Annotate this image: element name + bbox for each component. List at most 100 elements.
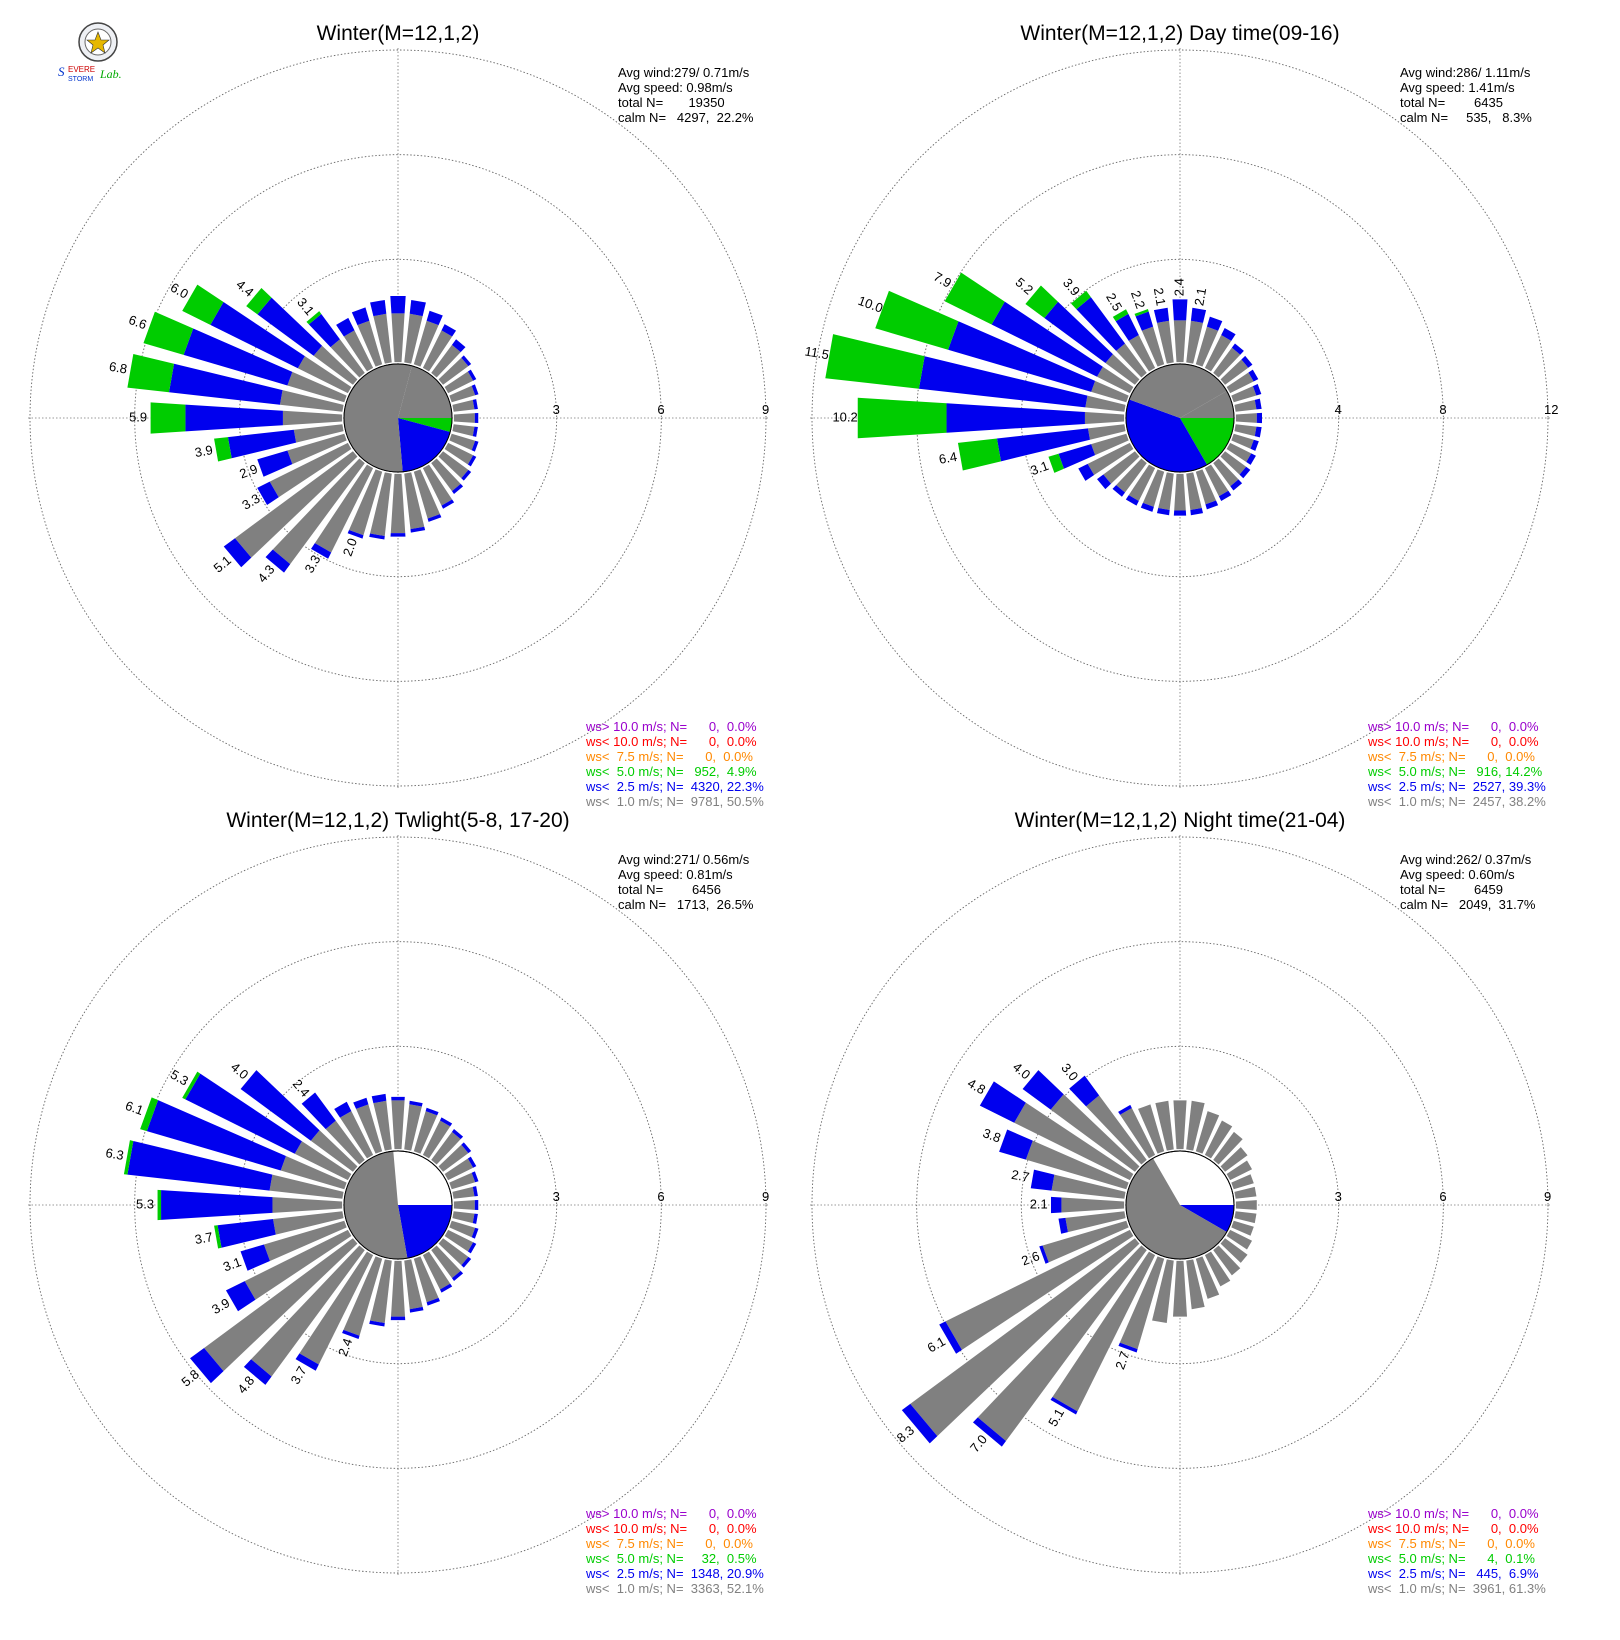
bar-segment [1246, 453, 1256, 465]
bar-segment [295, 1353, 319, 1371]
bar-segment [234, 451, 358, 558]
legend-entry: ws> 10.0 m/s; N= 0, 0.0% [585, 1506, 757, 1521]
ring-label: 9 [1544, 1189, 1551, 1204]
bar-segment [431, 1245, 461, 1279]
bar-label: 11.5 [804, 343, 831, 362]
bar-segment [204, 1238, 358, 1372]
legend-entry: ws< 10.0 m/s; N= 0, 0.0% [1367, 734, 1539, 749]
bar-label: 2.7 [1010, 1167, 1030, 1185]
calm-segment [1180, 1205, 1234, 1232]
bar-segment [185, 1073, 302, 1154]
bar-segment [330, 339, 365, 378]
bar-segment [1078, 463, 1095, 481]
bar-segment [452, 424, 475, 437]
calm-segment [343, 363, 412, 472]
bar-segment [1221, 328, 1236, 341]
bar-segment [461, 355, 472, 367]
bar-segment [343, 1256, 383, 1336]
bar-segment [409, 1306, 424, 1313]
calm-segment [343, 1151, 408, 1260]
bar-label: 3.1 [221, 1254, 243, 1274]
bar-segment [342, 1329, 360, 1340]
bar-segment [287, 433, 347, 465]
bar-segment [251, 1245, 365, 1377]
bar-segment [240, 1070, 320, 1141]
bar-segment [1118, 1104, 1132, 1115]
svg-text:Lab.: Lab. [99, 67, 122, 81]
bar-segment [474, 1199, 479, 1211]
bar-segment [441, 324, 457, 337]
calm-circle-outline [1125, 363, 1235, 473]
bar-segment [1153, 307, 1170, 323]
bar-segment [452, 399, 475, 412]
bar-segment [1234, 424, 1257, 437]
legend-entry: ws< 7.5 m/s; N= 0, 0.0% [1367, 1536, 1535, 1551]
bar-segment [356, 1104, 383, 1154]
bar-segment [273, 1211, 344, 1235]
bar-segment [472, 426, 478, 437]
ring-label: 6 [657, 1189, 664, 1204]
legend-entry: ws< 7.5 m/s; N= 0, 0.0% [585, 1536, 753, 1551]
severe-storm-lab-logo: S EVERE STORM Lab. [52, 22, 152, 84]
bar-segment [452, 1186, 475, 1199]
bar-segment [339, 1111, 374, 1159]
bar-label: 5.3 [136, 1196, 154, 1211]
bar-segment [404, 313, 423, 364]
bar-segment [227, 429, 297, 459]
bar-label: 5.9 [129, 409, 147, 424]
bar-segment [422, 1120, 451, 1159]
bar-segment [1172, 1260, 1188, 1317]
bar-segment [257, 481, 279, 505]
calm-segment [398, 1205, 452, 1259]
bar-segment [1234, 1186, 1257, 1199]
chart-title: Winter(M=12,1,2) [317, 22, 480, 45]
bar-segment [1186, 472, 1202, 511]
bar-label: 10.2 [832, 409, 857, 424]
bar-segment [1042, 1220, 1129, 1263]
bar-segment [1220, 1147, 1248, 1172]
stats-line: Avg speed: 0.81m/s [618, 867, 733, 882]
bar-segment [449, 1172, 476, 1190]
bar-label: 6.8 [108, 359, 128, 377]
bar-segment [183, 328, 293, 386]
legend-entry: ws< 10.0 m/s; N= 0, 0.0% [585, 734, 757, 749]
bar-segment [1128, 335, 1156, 372]
bar-segment [413, 469, 440, 519]
bar-segment [217, 1219, 276, 1248]
bar-segment [426, 310, 443, 326]
calm-circle-outline [343, 363, 453, 473]
bar-segment [471, 1227, 479, 1239]
bar-segment [422, 1251, 451, 1290]
bar-segment [299, 1251, 374, 1365]
bar-segment [946, 403, 1085, 433]
bar-label: 6.1 [123, 1098, 145, 1118]
bar-segment [1226, 372, 1254, 394]
bar-segment [373, 313, 392, 364]
bar-segment [240, 1244, 270, 1271]
bar-segment [257, 297, 323, 356]
bar-segment [1190, 307, 1207, 323]
bar-segment [1195, 1256, 1220, 1299]
bar-segment [427, 514, 442, 522]
bar-segment [349, 469, 383, 536]
bar-segment [910, 1238, 1140, 1437]
stats-line: Avg speed: 0.98m/s [618, 80, 733, 95]
bar-segment [1118, 1342, 1138, 1353]
bar-segment [1173, 1100, 1187, 1150]
bar-segment [1061, 1197, 1125, 1213]
bar-segment [1071, 290, 1091, 310]
calm-circle-outline [343, 1150, 453, 1260]
stats-line: calm N= 535, 8.3% [1400, 110, 1532, 125]
legend-entry: ws> 10.0 m/s; N= 0, 0.0% [1367, 719, 1539, 734]
bar-segment [425, 1107, 439, 1116]
stats-line: Avg wind:279/ 0.71m/s [618, 65, 750, 80]
bar-segment [1220, 1238, 1248, 1263]
bar-segment [243, 1359, 272, 1385]
bar-segment [944, 272, 1005, 325]
bar-segment [1204, 1120, 1233, 1159]
legend-entry: ws< 2.5 m/s; N= 4320, 22.3% [585, 779, 764, 794]
bar-segment [391, 1096, 405, 1101]
bar-segment [1076, 297, 1126, 351]
stats-line: calm N= 2049, 31.7% [1400, 897, 1536, 912]
bar-segment [431, 458, 461, 492]
